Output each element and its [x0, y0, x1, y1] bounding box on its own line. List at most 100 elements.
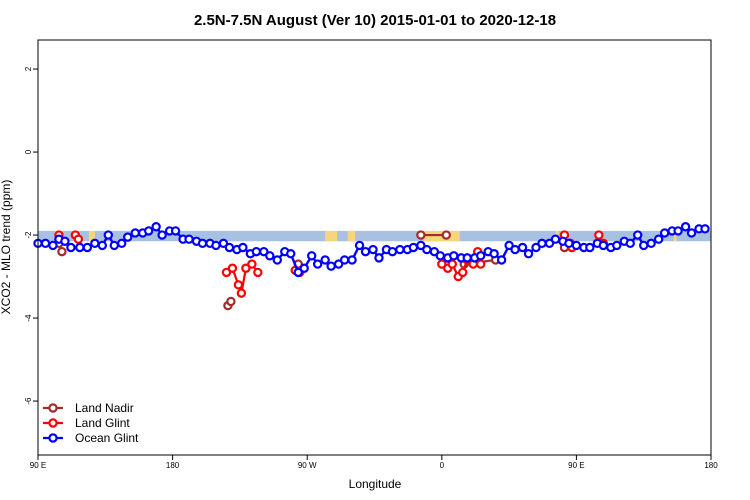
data-point: [218, 238, 229, 249]
data-point: [653, 234, 664, 244]
x-tick-label: 0: [440, 461, 445, 470]
data-point: [639, 240, 649, 251]
data-point: [259, 246, 269, 257]
x-axis: 90 E 180 90 W 0 90 E 180: [30, 455, 718, 470]
y-tick-label: -6: [24, 397, 33, 405]
data-point: [700, 224, 710, 234]
y-tick-label: -4: [24, 314, 33, 322]
data-point: [544, 238, 555, 249]
series-land-nadir: [54, 230, 576, 311]
data-point: [233, 280, 244, 290]
data-point: [123, 232, 133, 242]
y-tick-label: 0: [24, 149, 33, 154]
data-point: [117, 238, 127, 249]
data-point: [224, 242, 235, 253]
data-point: [447, 259, 457, 269]
data-point: [564, 238, 574, 249]
chart-title: 2.5N-7.5N August (Ver 10) 2015-01-01 to …: [194, 12, 556, 29]
data-point: [686, 228, 697, 238]
data-point: [387, 246, 398, 257]
legend-marker: [48, 403, 58, 413]
legend-label: Land Nadir: [75, 401, 134, 415]
data-point: [347, 255, 357, 265]
y-tick-label: 2: [24, 66, 33, 71]
data-point: [333, 259, 344, 269]
data-point: [458, 267, 468, 278]
y-tick-label: -2: [24, 231, 33, 239]
legend-label: Land Glint: [75, 416, 130, 430]
y-axis-label: XCO2 - MLO trend (ppm): [0, 180, 13, 315]
data-point: [612, 240, 622, 251]
data-point: [422, 244, 432, 255]
data-point: [489, 249, 499, 259]
data-point: [585, 242, 595, 253]
land-band: [325, 230, 338, 242]
data-point: [449, 251, 459, 261]
data-point: [475, 259, 486, 269]
data-point: [251, 246, 262, 257]
data-point: [673, 226, 683, 236]
data-point: [197, 238, 208, 249]
data-point: [293, 267, 303, 278]
data-point: [625, 238, 635, 249]
data-point: [238, 242, 248, 253]
land-band: [347, 230, 356, 242]
data-point: [571, 240, 582, 251]
data-point: [594, 230, 604, 240]
data-point: [441, 230, 451, 240]
data-point: [320, 255, 330, 265]
x-tick-label: 180: [166, 461, 180, 470]
land-band: [88, 230, 95, 242]
data-point: [253, 267, 263, 278]
data-point: [82, 242, 93, 253]
data-point: [241, 263, 251, 273]
series-ocean-glint: [33, 222, 710, 278]
data-point: [550, 234, 561, 244]
data-point: [462, 253, 472, 263]
data-point: [40, 238, 51, 249]
plot-frame: [37, 39, 712, 456]
data-point: [437, 259, 447, 269]
data-point: [247, 259, 257, 269]
data-point: [517, 242, 528, 253]
data-point: [97, 240, 108, 251]
data-point: [306, 251, 317, 261]
data-point: [157, 230, 167, 240]
data-point: [537, 238, 547, 249]
data-point: [130, 228, 140, 238]
data-point: [368, 244, 378, 255]
data-point: [272, 255, 282, 265]
data-point: [170, 226, 181, 236]
data-point: [265, 251, 275, 261]
legend-label: Ocean Glint: [75, 431, 139, 445]
y-axis: -6 -4 -2 0 2: [24, 66, 38, 405]
x-tick-label: 90 E: [568, 461, 584, 470]
data-point: [103, 230, 113, 240]
data-point: [598, 240, 609, 251]
legend-marker: [48, 433, 58, 443]
data-point: [286, 249, 296, 259]
data-point: [66, 242, 76, 253]
data-point: [523, 249, 534, 259]
data-point: [646, 238, 656, 249]
data-point: [143, 226, 154, 236]
data-point: [659, 228, 670, 238]
data-point: [221, 267, 232, 278]
data-point: [374, 253, 384, 263]
data-point: [326, 261, 336, 271]
data-point: [531, 242, 541, 253]
data-point: [354, 240, 365, 251]
data-point: [299, 263, 309, 273]
data-point: [395, 244, 405, 255]
data-point: [151, 222, 161, 232]
data-point: [227, 263, 238, 273]
data-point: [633, 230, 643, 240]
data-point: [408, 242, 419, 253]
ocean-band: [38, 230, 711, 242]
x-axis-label: Longitude: [349, 477, 402, 491]
x-tick-label: 90 W: [298, 461, 317, 470]
land-band: [673, 230, 677, 242]
data-point: [429, 246, 440, 257]
data-point: [226, 296, 236, 307]
